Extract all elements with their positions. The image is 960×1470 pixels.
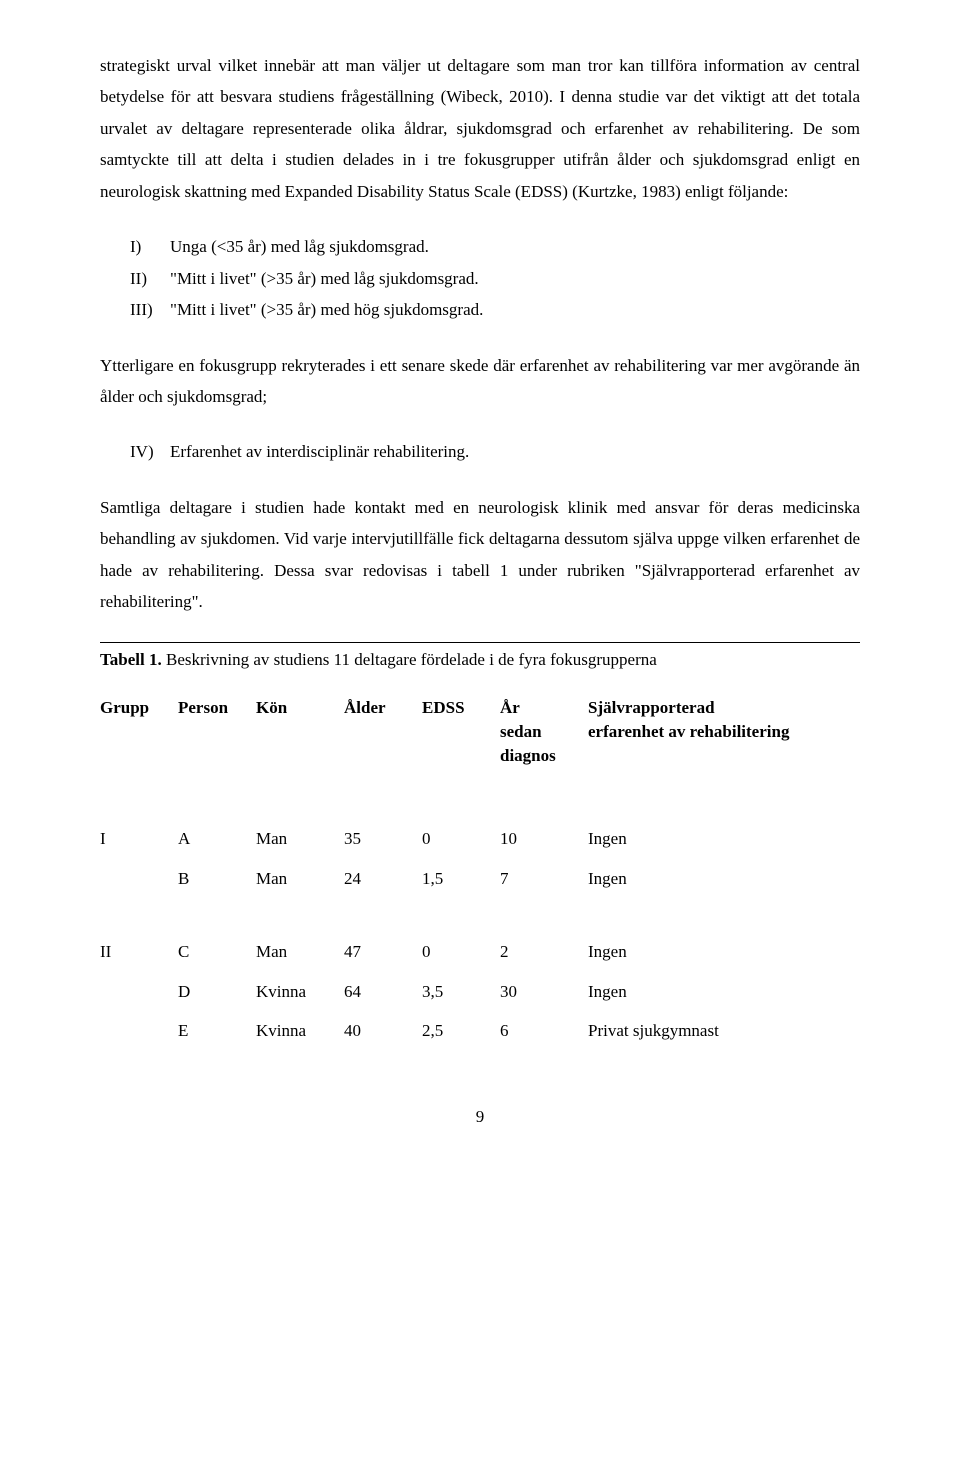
cell-person: E <box>178 1011 256 1050</box>
cell-sjalv: Privat sjukgymnast <box>588 1011 860 1050</box>
list-item: IV) Erfarenhet av interdisciplinär rehab… <box>100 436 860 467</box>
cell-kon: Man <box>256 819 344 858</box>
cell-person: C <box>178 932 256 971</box>
cell-ar: 30 <box>500 972 588 1011</box>
cell-sjalv: Ingen <box>588 972 860 1011</box>
list-groups-1: I) Unga (<35 år) med låg sjukdomsgrad. I… <box>100 231 860 325</box>
cell-kon: Man <box>256 932 344 971</box>
cell-sjalv: Ingen <box>588 932 860 971</box>
list-marker: IV) <box>100 436 170 467</box>
list-item: II) "Mitt i livet" (>35 år) med låg sjuk… <box>100 263 860 294</box>
table-title-rest: Beskrivning av studiens 11 deltagare för… <box>162 650 657 669</box>
list-text: "Mitt i livet" (>35 år) med låg sjukdoms… <box>170 263 860 294</box>
paragraph-1: strategiskt urval vilket innebär att man… <box>100 50 860 207</box>
table-title-bold: Tabell 1. <box>100 650 162 669</box>
document-page: strategiskt urval vilket innebär att man… <box>0 0 960 1172</box>
cell-ar: 6 <box>500 1011 588 1050</box>
cell-edss: 0 <box>422 932 500 971</box>
table-row: II C Man 47 0 2 Ingen <box>100 932 860 971</box>
list-item: III) "Mitt i livet" (>35 år) med hög sju… <box>100 294 860 325</box>
cell-kon: Man <box>256 859 344 898</box>
list-marker: I) <box>100 231 170 262</box>
paragraph-2: Ytterligare en fokusgrupp rekryterades i… <box>100 350 860 413</box>
cell-sjalv: Ingen <box>588 859 860 898</box>
table-header-row: Grupp Person Kön Ålder EDSS År sedan dia… <box>100 692 860 785</box>
table-row: I A Man 35 0 10 Ingen <box>100 819 860 858</box>
table-spacer <box>100 898 860 932</box>
list-marker: III) <box>100 294 170 325</box>
cell-kon: Kvinna <box>256 972 344 1011</box>
cell-alder: 64 <box>344 972 422 1011</box>
cell-ar: 2 <box>500 932 588 971</box>
cell-edss: 3,5 <box>422 972 500 1011</box>
cell-grupp: II <box>100 932 178 971</box>
cell-person: D <box>178 972 256 1011</box>
cell-person: B <box>178 859 256 898</box>
table-title: Tabell 1. Beskrivning av studiens 11 del… <box>100 647 860 673</box>
cell-alder: 24 <box>344 859 422 898</box>
table-spacer <box>100 785 860 819</box>
paragraph-3: Samtliga deltagare i studien hade kontak… <box>100 492 860 618</box>
th-kon: Kön <box>256 692 344 785</box>
cell-person: A <box>178 819 256 858</box>
table-row: D Kvinna 64 3,5 30 Ingen <box>100 972 860 1011</box>
cell-kon: Kvinna <box>256 1011 344 1050</box>
th-edss: EDSS <box>422 692 500 785</box>
cell-alder: 47 <box>344 932 422 971</box>
th-grupp: Grupp <box>100 692 178 785</box>
cell-ar: 10 <box>500 819 588 858</box>
table-row: E Kvinna 40 2,5 6 Privat sjukgymnast <box>100 1011 860 1050</box>
cell-edss: 1,5 <box>422 859 500 898</box>
cell-ar: 7 <box>500 859 588 898</box>
cell-alder: 40 <box>344 1011 422 1050</box>
table-rule-top <box>100 642 860 643</box>
list-marker: II) <box>100 263 170 294</box>
cell-sjalv: Ingen <box>588 819 860 858</box>
list-text: Erfarenhet av interdisciplinär rehabilit… <box>170 436 860 467</box>
cell-grupp: I <box>100 819 178 858</box>
table-row: B Man 24 1,5 7 Ingen <box>100 859 860 898</box>
cell-edss: 0 <box>422 819 500 858</box>
th-person: Person <box>178 692 256 785</box>
cell-edss: 2,5 <box>422 1011 500 1050</box>
list-text: Unga (<35 år) med låg sjukdomsgrad. <box>170 231 860 262</box>
participants-table: Grupp Person Kön Ålder EDSS År sedan dia… <box>100 692 860 1051</box>
list-groups-2: IV) Erfarenhet av interdisciplinär rehab… <box>100 436 860 467</box>
list-text: "Mitt i livet" (>35 år) med hög sjukdoms… <box>170 294 860 325</box>
table-body: I A Man 35 0 10 Ingen B Man 24 1,5 7 Ing… <box>100 785 860 1050</box>
page-number: 9 <box>100 1101 860 1132</box>
cell-alder: 35 <box>344 819 422 858</box>
list-item: I) Unga (<35 år) med låg sjukdomsgrad. <box>100 231 860 262</box>
th-alder: Ålder <box>344 692 422 785</box>
th-ar: År sedan diagnos <box>500 692 588 785</box>
th-sjalv: Självrapporterad erfarenhet av rehabilit… <box>588 692 860 785</box>
